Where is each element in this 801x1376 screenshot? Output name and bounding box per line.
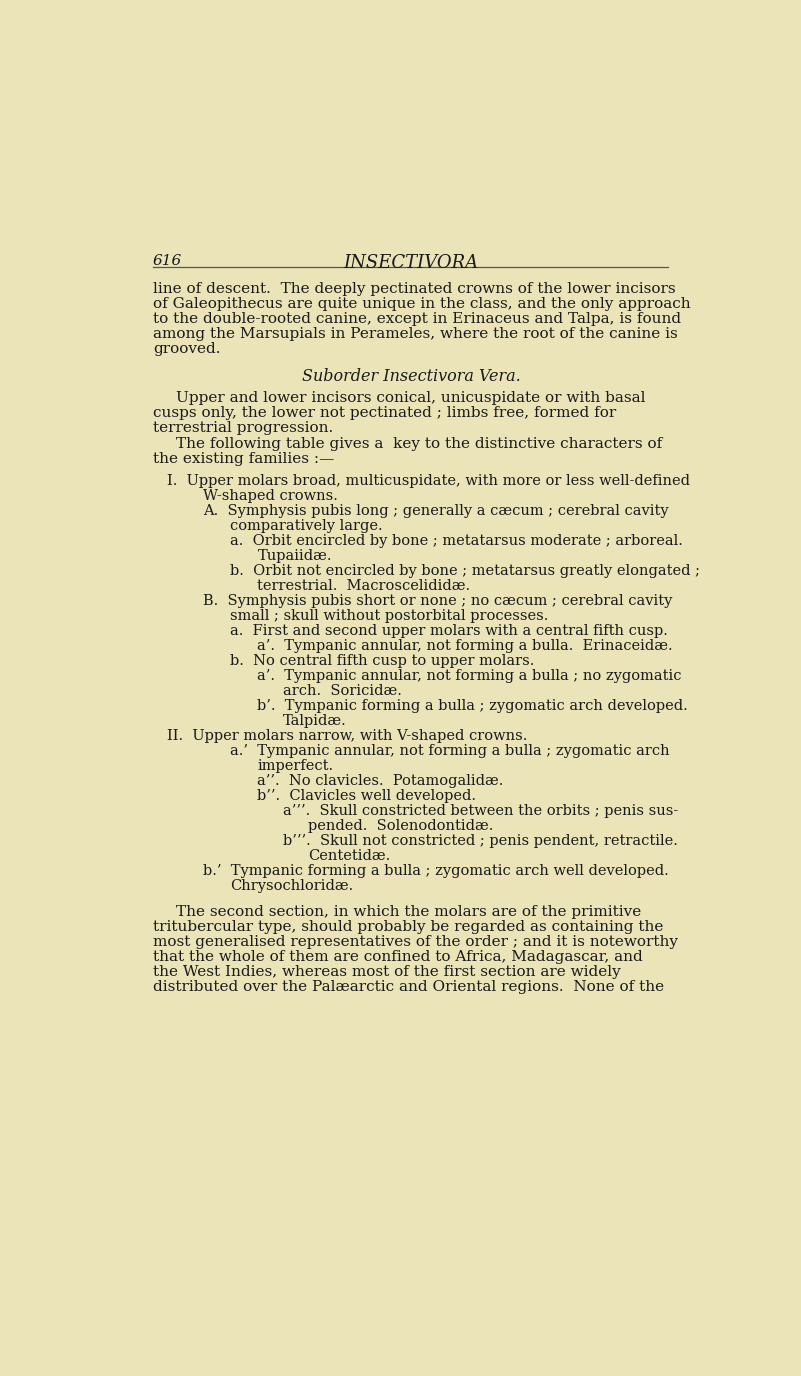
Text: Tupaiidæ.: Tupaiidæ. bbox=[257, 549, 332, 563]
Text: the existing families :—: the existing families :— bbox=[153, 453, 334, 466]
Text: B.  Symphysis pubis short or none ; no cæcum ; cerebral cavity: B. Symphysis pubis short or none ; no cæ… bbox=[203, 593, 673, 608]
Text: pended.  Solenodontidæ.: pended. Solenodontidæ. bbox=[308, 819, 493, 832]
Text: distributed over the Palæarctic and Oriental regions.  None of the: distributed over the Palæarctic and Orie… bbox=[153, 980, 664, 993]
Text: the West Indies, whereas most of the first section are widely: the West Indies, whereas most of the fir… bbox=[153, 965, 621, 978]
Text: small ; skull without postorbital processes.: small ; skull without postorbital proces… bbox=[231, 608, 549, 622]
Text: I.  Upper molars broad, multicuspidate, with more or less well-defined: I. Upper molars broad, multicuspidate, w… bbox=[167, 473, 690, 487]
Text: arch.  Soricidæ.: arch. Soricidæ. bbox=[283, 684, 402, 698]
Text: cusps only, the lower not pectinated ; limbs free, formed for: cusps only, the lower not pectinated ; l… bbox=[153, 406, 616, 420]
Text: a’’.  No clavicles.  Potamogalidæ.: a’’. No clavicles. Potamogalidæ. bbox=[257, 773, 504, 788]
Text: a’.  Tympanic annular, not forming a bulla.  Erinaceidæ.: a’. Tympanic annular, not forming a bull… bbox=[257, 638, 673, 652]
Text: Talpidæ.: Talpidæ. bbox=[283, 714, 347, 728]
Text: a’’’.  Skull constricted between the orbits ; penis sus-: a’’’. Skull constricted between the orbi… bbox=[283, 804, 678, 817]
Text: terrestrial progression.: terrestrial progression. bbox=[153, 421, 333, 435]
Text: b’’’.  Skull not constricted ; penis pendent, retractile.: b’’’. Skull not constricted ; penis pend… bbox=[283, 834, 678, 848]
Text: INSECTIVORA: INSECTIVORA bbox=[344, 253, 478, 271]
Text: tritubercular type, should probably be regarded as containing the: tritubercular type, should probably be r… bbox=[153, 919, 663, 934]
Text: comparatively large.: comparatively large. bbox=[231, 519, 383, 533]
Text: terrestrial.  Macroscelididæ.: terrestrial. Macroscelididæ. bbox=[257, 579, 470, 593]
Text: a.  Orbit encircled by bone ; metatarsus moderate ; arboreal.: a. Orbit encircled by bone ; metatarsus … bbox=[231, 534, 683, 548]
Text: W-shaped crowns.: W-shaped crowns. bbox=[203, 488, 338, 502]
Text: 616: 616 bbox=[153, 253, 182, 268]
Text: line of descent.  The deeply pectinated crowns of the lower incisors: line of descent. The deeply pectinated c… bbox=[153, 282, 675, 296]
Text: b’.  Tympanic forming a bulla ; zygomatic arch developed.: b’. Tympanic forming a bulla ; zygomatic… bbox=[257, 699, 688, 713]
Text: II.  Upper molars narrow, with V-shaped crowns.: II. Upper molars narrow, with V-shaped c… bbox=[167, 729, 527, 743]
Text: b.  No central fifth cusp to upper molars.: b. No central fifth cusp to upper molars… bbox=[231, 654, 535, 667]
Text: b.’  Tympanic forming a bulla ; zygomatic arch well developed.: b.’ Tympanic forming a bulla ; zygomatic… bbox=[203, 864, 669, 878]
Text: a’.  Tympanic annular, not forming a bulla ; no zygomatic: a’. Tympanic annular, not forming a bull… bbox=[257, 669, 682, 682]
Text: of Galeopithecus are quite unique in the class, and the only approach: of Galeopithecus are quite unique in the… bbox=[153, 297, 690, 311]
Text: grooved.: grooved. bbox=[153, 343, 220, 356]
Text: b.  Orbit not encircled by bone ; metatarsus greatly elongated ;: b. Orbit not encircled by bone ; metatar… bbox=[231, 564, 700, 578]
Text: The following table gives a  key to the distinctive characters of: The following table gives a key to the d… bbox=[176, 438, 662, 451]
Text: to the double-rooted canine, except in Erinaceus and Talpa, is found: to the double-rooted canine, except in E… bbox=[153, 312, 681, 326]
Text: Chrysochloridæ.: Chrysochloridæ. bbox=[231, 879, 353, 893]
Text: A.  Symphysis pubis long ; generally a cæcum ; cerebral cavity: A. Symphysis pubis long ; generally a cæ… bbox=[203, 504, 669, 517]
Text: imperfect.: imperfect. bbox=[257, 758, 333, 773]
Text: a.’  Tympanic annular, not forming a bulla ; zygomatic arch: a.’ Tympanic annular, not forming a bull… bbox=[231, 744, 670, 758]
Text: most generalised representatives of the order ; and it is noteworthy: most generalised representatives of the … bbox=[153, 934, 678, 948]
Text: that the whole of them are confined to Africa, Madagascar, and: that the whole of them are confined to A… bbox=[153, 949, 642, 963]
Text: Centetidæ.: Centetidæ. bbox=[308, 849, 390, 863]
Text: Suborder Insectivora Vera.: Suborder Insectivora Vera. bbox=[301, 367, 521, 385]
Text: b’’.  Clavicles well developed.: b’’. Clavicles well developed. bbox=[257, 788, 477, 802]
Text: Upper and lower incisors conical, unicuspidate or with basal: Upper and lower incisors conical, unicus… bbox=[176, 391, 646, 405]
Text: The second section, in which the molars are of the primitive: The second section, in which the molars … bbox=[176, 904, 642, 919]
Text: a.  First and second upper molars with a central fifth cusp.: a. First and second upper molars with a … bbox=[231, 623, 668, 637]
Text: among the Marsupials in Perameles, where the root of the canine is: among the Marsupials in Perameles, where… bbox=[153, 327, 678, 341]
